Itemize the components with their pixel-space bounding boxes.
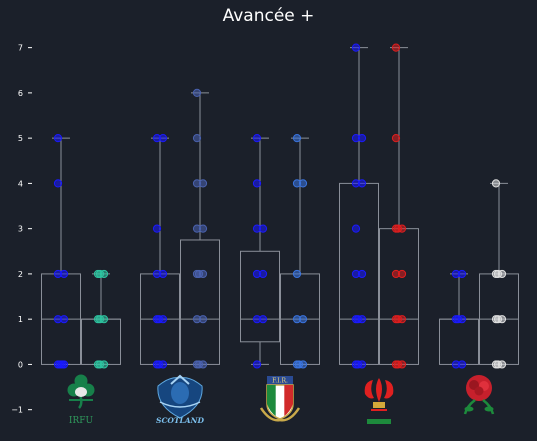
- ireland-crest-icon: IRFU: [67, 374, 95, 426]
- box-group-england: [439, 179, 519, 369]
- data-point: [493, 360, 503, 369]
- data-point: [258, 269, 268, 279]
- data-point: [397, 269, 407, 279]
- data-point: [194, 269, 204, 279]
- ireland-crest-label: IRFU: [69, 416, 94, 426]
- scotland-crest-icon: SCOTLAND: [156, 374, 204, 425]
- box-iqr: [81, 318, 121, 365]
- data-point: [154, 315, 164, 324]
- box-group-ireland: [41, 134, 121, 369]
- data-point: [298, 315, 308, 324]
- data-point: [351, 43, 361, 52]
- data-point: [252, 134, 262, 143]
- england-crest-icon: [463, 375, 495, 415]
- y-tick-label: 0: [18, 360, 23, 369]
- data-point: [194, 360, 204, 369]
- data-point: [192, 88, 202, 97]
- italy-crest-label: F.I.R.: [272, 378, 288, 385]
- box-iqr: [439, 318, 479, 365]
- data-point: [353, 315, 363, 324]
- y-tick-label: 4: [18, 179, 23, 188]
- y-tick-label: 3: [18, 225, 23, 234]
- data-point: [457, 269, 467, 279]
- y-tick-label: 7: [18, 44, 23, 53]
- scotland-crest-label: SCOTLAND: [156, 416, 204, 425]
- data-point: [158, 134, 168, 143]
- data-point: [53, 134, 63, 143]
- data-point: [258, 224, 268, 233]
- data-point: [393, 224, 403, 233]
- box-iqr: [379, 228, 419, 365]
- box-group-scotland: [140, 88, 220, 369]
- data-point: [192, 134, 202, 143]
- data-point: [158, 269, 168, 279]
- data-point: [198, 179, 208, 188]
- data-point: [457, 360, 467, 369]
- data-point: [393, 315, 403, 324]
- data-point: [252, 179, 262, 188]
- data-point: [152, 224, 162, 233]
- data-point: [393, 360, 403, 369]
- data-point: [493, 315, 503, 324]
- y-tick-label: −1: [11, 406, 23, 415]
- data-point: [252, 360, 262, 369]
- box-group-wales: [339, 43, 419, 369]
- data-point: [57, 360, 67, 369]
- data-point: [357, 269, 367, 279]
- box-group-italy: [240, 134, 320, 369]
- data-point: [491, 179, 501, 188]
- data-point: [198, 224, 208, 233]
- data-point: [294, 360, 304, 369]
- data-point: [453, 315, 463, 324]
- data-point: [353, 360, 363, 369]
- box-iqr: [240, 250, 280, 343]
- data-point: [95, 269, 105, 279]
- data-point: [95, 315, 105, 324]
- data-point: [292, 134, 302, 143]
- data-point: [351, 224, 361, 233]
- data-point: [357, 179, 367, 188]
- team-crests: IRFU SCOTLAND F.I.R.: [67, 374, 495, 426]
- data-point: [53, 179, 63, 188]
- data-point: [357, 134, 367, 143]
- plot-area: [41, 43, 519, 369]
- data-point: [154, 360, 164, 369]
- data-point: [493, 269, 503, 279]
- data-point: [95, 360, 105, 369]
- y-tick-label: 2: [18, 270, 23, 279]
- box-iqr: [180, 239, 220, 365]
- data-point: [198, 315, 208, 324]
- data-point: [258, 315, 268, 324]
- y-tick-label: 5: [18, 134, 23, 143]
- y-axis: −1 0 1 2 3 4 5 6 7: [11, 44, 32, 415]
- y-tick-label: 6: [18, 89, 23, 98]
- wales-crest-icon: [364, 378, 394, 424]
- data-point: [391, 134, 401, 143]
- y-tick-label: 1: [18, 315, 23, 324]
- data-point: [292, 269, 302, 279]
- italy-crest-icon: F.I.R.: [259, 376, 301, 422]
- chart-title: Avancée +: [222, 6, 315, 26]
- data-point: [59, 269, 69, 279]
- data-point: [59, 315, 69, 324]
- data-point: [298, 179, 308, 188]
- data-point: [391, 43, 401, 52]
